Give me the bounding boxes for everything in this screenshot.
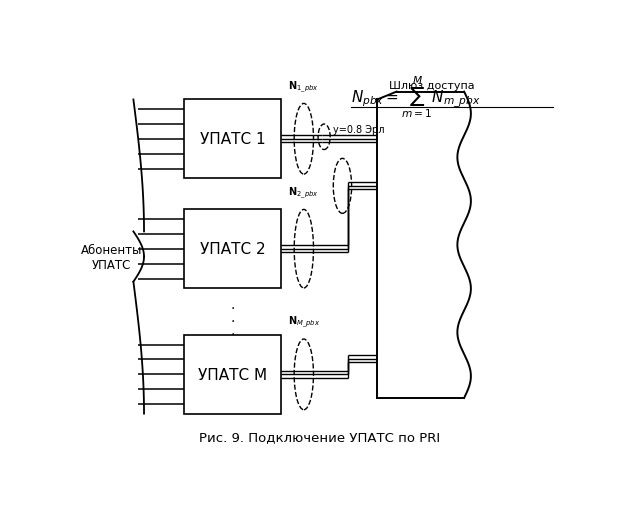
Bar bbox=[184, 100, 281, 179]
Text: $N_{pbx} = \sum_{m=1}^{M} N_{m\_pbx}$: $N_{pbx} = \sum_{m=1}^{M} N_{m\_pbx}$ bbox=[351, 75, 480, 120]
Text: Рис. 9. Подключение УПАТС по PRI: Рис. 9. Подключение УПАТС по PRI bbox=[199, 430, 440, 443]
Text: $\mathbf{N}_{M\_pbx}$: $\mathbf{N}_{M\_pbx}$ bbox=[288, 315, 320, 329]
Text: УПАТС 2: УПАТС 2 bbox=[199, 242, 265, 257]
Text: $\mathbf{N}_{1\_pbx}$: $\mathbf{N}_{1\_pbx}$ bbox=[288, 79, 319, 94]
Bar bbox=[184, 335, 281, 414]
Text: y=0.8 Эрл: y=0.8 Эрл bbox=[333, 125, 384, 135]
Text: ·
·
·: · · · bbox=[230, 302, 235, 342]
Text: Абоненты
УПАТС: Абоненты УПАТС bbox=[81, 243, 143, 271]
Text: $\mathbf{N}_{2\_pbx}$: $\mathbf{N}_{2\_pbx}$ bbox=[288, 185, 319, 200]
Bar bbox=[184, 210, 281, 289]
Text: Шлюз доступа: Шлюз доступа bbox=[389, 80, 475, 91]
Text: УПАТС М: УПАТС М bbox=[198, 367, 267, 382]
Text: УПАТС 1: УПАТС 1 bbox=[199, 132, 265, 147]
